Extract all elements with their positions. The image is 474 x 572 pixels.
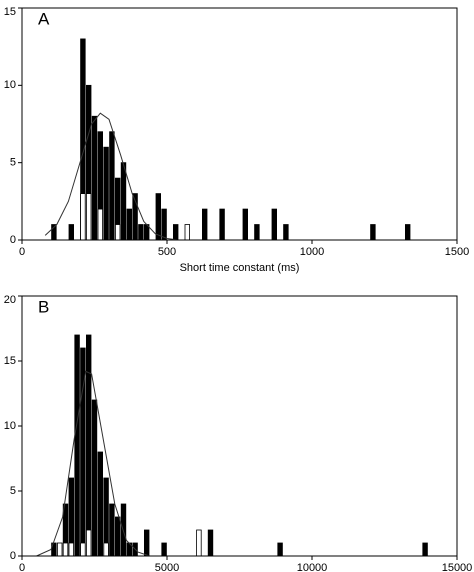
y-tick-label: 15	[4, 6, 16, 18]
bar	[68, 224, 74, 241]
x-tick-label: 15000	[442, 562, 473, 572]
bar	[242, 208, 248, 241]
x-tick-label: 500	[158, 246, 176, 258]
bar	[201, 208, 208, 241]
bar	[86, 334, 92, 557]
bar	[97, 451, 103, 557]
bar	[103, 542, 109, 557]
plot-frame	[21, 7, 458, 241]
x-tick-label: 1000	[300, 246, 324, 258]
bar	[172, 224, 179, 241]
fit-curve	[44, 112, 179, 241]
bar	[138, 224, 144, 241]
bar	[80, 542, 86, 557]
bar	[109, 131, 115, 241]
bar	[62, 542, 69, 557]
bar	[143, 529, 150, 557]
x-axis-label: Short time constant (ms)	[180, 262, 300, 274]
bar	[97, 208, 103, 241]
bar	[207, 529, 214, 557]
y-tick-label: 0	[10, 234, 16, 246]
bar	[161, 542, 167, 557]
bar	[277, 542, 283, 557]
x-tick-label: 0	[19, 246, 25, 258]
bar	[115, 224, 121, 241]
bar	[86, 193, 92, 241]
x-tick-label: 0	[19, 562, 25, 572]
bar	[196, 529, 202, 557]
bar	[370, 224, 376, 241]
bar	[155, 193, 161, 241]
y-tick-label: 10	[4, 420, 16, 432]
bar	[68, 542, 74, 557]
bar	[271, 208, 277, 241]
y-tick-label: 10	[4, 79, 16, 91]
y-tick-label: 5	[10, 485, 16, 497]
fit-curve	[36, 370, 150, 557]
bar	[115, 516, 121, 557]
bar	[283, 224, 289, 241]
y-tick-label: 0	[10, 550, 16, 562]
bar	[91, 399, 98, 557]
bar	[184, 224, 190, 241]
x-tick-label: 10000	[297, 562, 328, 572]
bar	[254, 224, 260, 241]
bar	[80, 193, 86, 241]
bar	[91, 115, 98, 241]
panel-label: A	[38, 9, 50, 28]
y-tick-label: 15	[4, 355, 16, 367]
bar	[103, 146, 109, 241]
y-tick-label: 20	[4, 294, 16, 306]
y-tick-label: 5	[10, 157, 16, 169]
bar	[120, 162, 127, 241]
bar	[109, 503, 115, 557]
bar	[57, 542, 63, 557]
bar	[126, 208, 132, 241]
panel-label: B	[38, 297, 49, 316]
bar	[422, 542, 428, 557]
bar	[404, 224, 411, 241]
bar	[74, 334, 80, 557]
bar	[161, 208, 167, 241]
bar	[219, 208, 225, 241]
x-tick-label: 1500	[445, 246, 469, 258]
bar	[86, 529, 92, 557]
x-tick-label: 5000	[155, 562, 179, 572]
